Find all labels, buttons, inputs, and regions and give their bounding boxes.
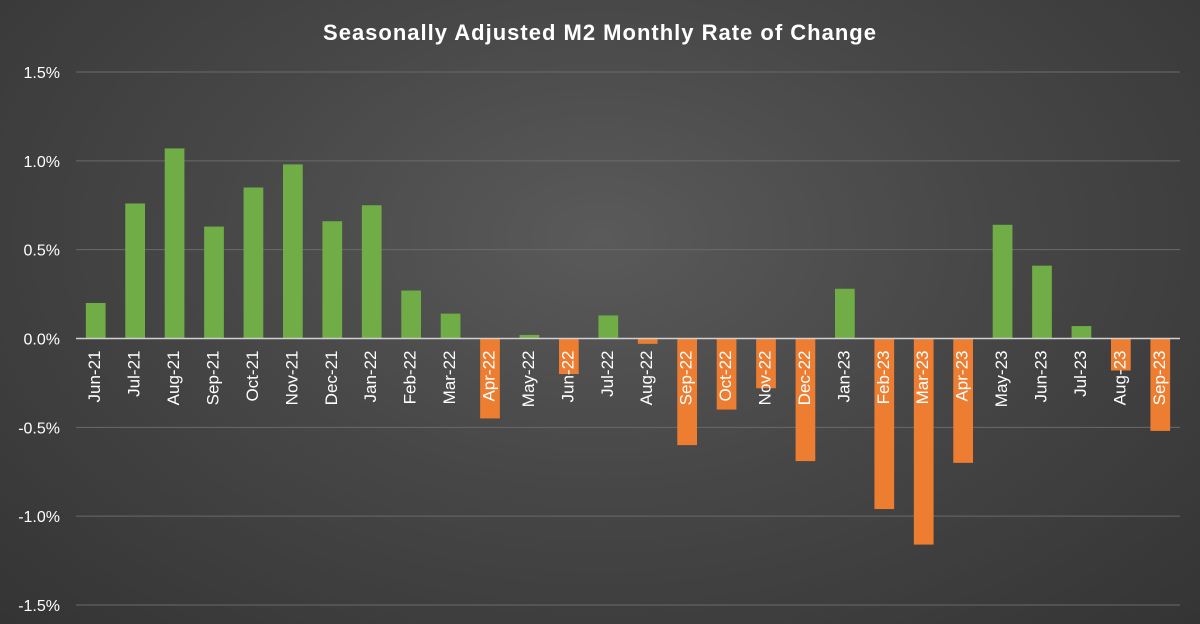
x-tick-label: Dec-22 — [795, 351, 814, 406]
y-tick-label: 1.0% — [24, 154, 60, 171]
bar-oct-21 — [243, 187, 264, 339]
x-tick-label: Mar-23 — [913, 351, 932, 405]
x-tick-label: Nov-22 — [755, 351, 774, 406]
bar-jan-22 — [361, 205, 382, 339]
bar-may-23 — [992, 224, 1013, 339]
bar-aug-23 — [1111, 338, 1131, 371]
bar-apr-23 — [953, 338, 973, 463]
bar-feb-23 — [874, 338, 895, 510]
x-tick-label: May-23 — [992, 351, 1011, 408]
y-tick-label: 1.5% — [24, 65, 60, 82]
bar-jul-21 — [125, 203, 145, 339]
x-tick-label: Feb-22 — [401, 351, 420, 405]
y-tick-label: 0.5% — [24, 243, 60, 260]
bar-aug-21 — [164, 148, 185, 339]
y-tick-label: -0.5% — [18, 420, 60, 437]
bars — [85, 148, 1171, 545]
bar-may-22 — [519, 334, 540, 339]
bar-dec-21 — [322, 221, 343, 339]
x-tick-label: Jun-21 — [85, 351, 104, 403]
bar-jul-22 — [598, 315, 619, 339]
x-tick-label: Sep-21 — [203, 351, 222, 406]
x-axis-ticks: Jun-21 Jul-21 Aug-21 Sep-21 Oct-21 Nov-21 Dec-… — [85, 351, 1169, 408]
x-tick-label: Jan-23 — [834, 351, 853, 403]
bar-jan-23 — [835, 288, 855, 339]
x-tick-label: Aug-21 — [164, 351, 183, 406]
bar-jun-23 — [1032, 265, 1052, 339]
bar-sep-21 — [204, 226, 224, 339]
x-tick-label: Apr-23 — [953, 351, 972, 402]
x-tick-label: Sep-23 — [1150, 351, 1169, 406]
x-tick-label: Feb-23 — [874, 351, 893, 405]
x-tick-label: Jan-22 — [361, 351, 380, 403]
bar-sep-23 — [1150, 338, 1171, 431]
bar-jun-21 — [85, 302, 106, 339]
x-tick-label: Nov-21 — [282, 351, 301, 406]
bar-jul-23 — [1071, 326, 1092, 339]
x-tick-label: Jun-23 — [1031, 351, 1050, 403]
bar-mar-22 — [440, 313, 461, 339]
bar-aug-22 — [637, 338, 658, 344]
chart-title: Seasonally Adjusted M2 Monthly Rate of C… — [323, 20, 877, 45]
x-tick-label: Apr-22 — [479, 351, 498, 402]
x-tick-label: Sep-22 — [677, 351, 696, 406]
y-tick-label: -1.0% — [18, 509, 60, 526]
x-tick-label: Oct-21 — [243, 351, 262, 402]
x-tick-label: Dec-21 — [322, 351, 341, 406]
bar-nov-22 — [756, 338, 776, 389]
y-axis-ticks: 1.5% 1.0% 0.5% 0.0% -0.5% -1.0% -1.5% — [18, 65, 60, 615]
bar-jun-22 — [559, 338, 579, 375]
bar-sep-22 — [677, 338, 697, 446]
y-tick-label: 0.0% — [24, 332, 60, 349]
x-tick-label: Mar-22 — [440, 351, 459, 405]
bar-dec-22 — [795, 338, 816, 462]
bar-oct-22 — [716, 338, 737, 410]
bar-nov-21 — [283, 164, 303, 339]
x-tick-label: Jul-23 — [1071, 351, 1090, 397]
bar-feb-22 — [401, 290, 421, 339]
bar-apr-22 — [480, 338, 500, 419]
y-tick-label: -1.5% — [18, 598, 60, 615]
x-tick-label: Aug-22 — [637, 351, 656, 406]
x-tick-label: May-22 — [519, 351, 538, 408]
x-tick-label: Jun-22 — [558, 351, 577, 403]
x-tick-label: Oct-22 — [716, 351, 735, 402]
x-tick-label: Jul-22 — [598, 351, 617, 397]
bar-mar-23 — [913, 338, 934, 545]
x-tick-label: Jul-21 — [125, 351, 144, 397]
x-tick-label: Aug-23 — [1110, 351, 1129, 406]
